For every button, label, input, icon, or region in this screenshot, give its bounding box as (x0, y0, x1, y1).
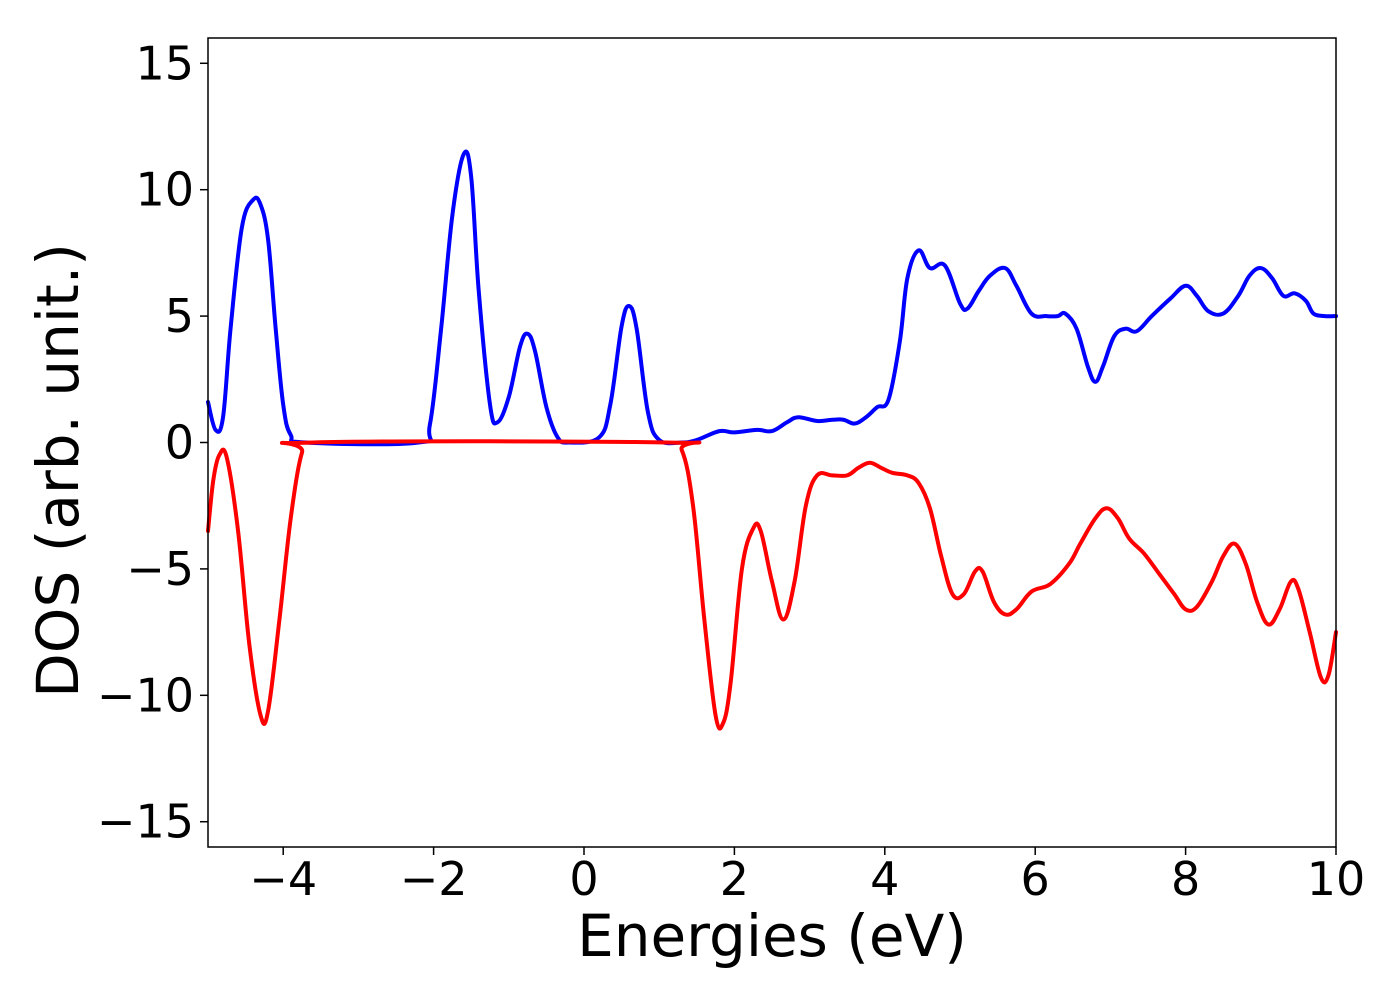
x-tick-label: −4 (249, 852, 317, 906)
series-line-red (206, 439, 1338, 731)
x-axis-title: Energies (eV) (577, 902, 967, 970)
y-axis-title: DOS (arb. unit.) (24, 243, 92, 698)
y-tick-label: −15 (97, 795, 194, 849)
x-tick-label: −2 (400, 852, 468, 906)
y-tick-label: −5 (126, 542, 194, 596)
x-tick-label: 10 (1307, 852, 1366, 906)
y-tick-label: −10 (97, 668, 194, 722)
x-tick-label: 0 (569, 852, 598, 906)
x-tick-label: 4 (870, 852, 899, 906)
y-tick-label: 5 (165, 289, 194, 343)
x-tick-label: 2 (720, 852, 749, 906)
y-axis: −15 −10 −5 0 5 10 15 (97, 36, 208, 849)
series-layer (206, 149, 1338, 731)
y-tick-label: 15 (135, 36, 194, 90)
y-tick-label: 10 (135, 163, 194, 217)
x-tick-label: 8 (1171, 852, 1200, 906)
x-axis: −4 −2 0 2 4 6 8 10 (249, 847, 1365, 906)
y-tick-label: 0 (165, 416, 194, 470)
series-line-blue (206, 149, 1338, 447)
x-tick-label: 6 (1021, 852, 1050, 906)
